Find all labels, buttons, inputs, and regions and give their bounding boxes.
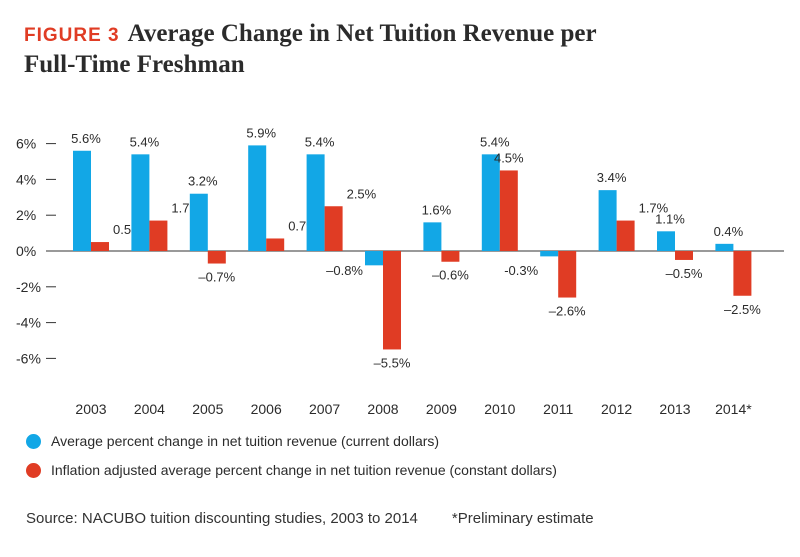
bar-current	[248, 145, 267, 251]
data-label-current: 5.4%	[480, 134, 510, 149]
x-tick-label: 2008	[367, 401, 398, 417]
bar-current	[540, 251, 559, 257]
title-line-1: Average Change in Net Tuition Revenue pe…	[127, 20, 597, 47]
x-tick-label: 2007	[309, 401, 340, 417]
source-line: Source: NACUBO tuition discounting studi…	[26, 510, 594, 527]
source-text: Source: NACUBO tuition discounting studi…	[26, 510, 418, 527]
y-tick-label: 0%	[16, 243, 36, 259]
bar-adjusted	[91, 242, 109, 251]
data-label-adjusted: –2.5%	[724, 302, 761, 317]
x-tick-label: 2006	[251, 401, 282, 417]
legend-item-current: Average percent change in net tuition re…	[26, 433, 439, 449]
bar-adjusted	[558, 251, 577, 298]
bar-current	[306, 154, 325, 251]
bar-adjusted	[499, 170, 518, 251]
legend-label-adjusted: Inflation adjusted average percent chang…	[51, 462, 557, 478]
legend-item-adjusted: Inflation adjusted average percent chang…	[26, 462, 557, 478]
bar-current	[657, 231, 675, 251]
bar-current	[481, 154, 500, 251]
x-tick-label: 2010	[484, 401, 515, 417]
bar-adjusted	[207, 251, 226, 264]
x-tick-label: 2012	[601, 401, 632, 417]
bar-adjusted	[149, 220, 168, 251]
data-label-current: 5.4%	[305, 134, 335, 149]
data-label-adjusted: –0.7%	[198, 270, 235, 285]
data-label-current: 3.2%	[188, 174, 218, 189]
x-tick-label: 2005	[192, 401, 223, 417]
y-tick-label: -6%	[16, 350, 41, 366]
y-tick-label: -2%	[16, 279, 41, 295]
bar-current	[189, 193, 208, 251]
bar-adjusted	[266, 238, 285, 251]
bar-current	[131, 154, 150, 251]
bar-current	[365, 251, 383, 266]
figure-label: FIGURE 3	[24, 25, 120, 46]
bar-current	[73, 150, 91, 251]
y-tick-label: -4%	[16, 315, 41, 331]
data-label-current: 3.4%	[597, 170, 627, 185]
data-label-adjusted: 2.5%	[347, 186, 377, 201]
x-tick-label: 2011	[543, 401, 573, 417]
x-tick-label: 2009	[426, 401, 457, 417]
legend-swatch-current	[26, 433, 41, 449]
bar-current	[598, 190, 617, 251]
data-label-adjusted: –2.6%	[549, 304, 586, 319]
data-label-adjusted: 1.7%	[639, 201, 669, 216]
bar-chart: 6%4%2%0%-2%-4%-6%5.6%0.5%20035.4%1.7%200…	[16, 125, 784, 417]
bar-adjusted	[441, 251, 460, 262]
bar-adjusted	[324, 206, 343, 251]
legend-label-current: Average percent change in net tuition re…	[51, 433, 440, 449]
data-label-adjusted: –0.6%	[432, 268, 469, 283]
bar-adjusted	[733, 251, 752, 296]
bar-current	[715, 243, 734, 251]
data-label-current: 0.4%	[714, 224, 744, 239]
x-tick-label: 2003	[75, 401, 106, 417]
data-label-current: 5.9%	[246, 125, 276, 140]
data-label-current: 5.4%	[130, 134, 160, 149]
chart-title: FIGURE 3 Average Change in Net Tuition Re…	[24, 20, 724, 82]
data-label-current: 5.6%	[71, 131, 101, 146]
data-label-current: 1.1%	[655, 211, 685, 226]
legend-swatch-adjusted	[26, 462, 41, 478]
bar-adjusted	[616, 220, 635, 251]
bar-adjusted	[675, 251, 693, 260]
bar-current	[423, 222, 442, 251]
y-tick-label: 2%	[16, 207, 36, 223]
footnote: *Preliminary estimate	[451, 510, 594, 527]
data-label-current: 1.6%	[422, 202, 452, 217]
x-tick-label: 2013	[659, 401, 690, 417]
data-label-adjusted: –0.5%	[666, 266, 703, 281]
title-line-2: Full-Time Freshman	[24, 51, 245, 78]
data-label-current: –0.8%	[326, 263, 363, 278]
data-label-adjusted: 4.5%	[494, 150, 524, 165]
x-tick-label: 2014*	[715, 401, 752, 417]
data-label-adjusted: –5.5%	[374, 355, 411, 370]
x-tick-label: 2004	[134, 401, 165, 417]
data-label-current: -0.3%	[504, 263, 538, 278]
bar-adjusted	[383, 251, 401, 350]
y-tick-label: 4%	[16, 171, 36, 187]
y-tick-label: 6%	[16, 136, 36, 152]
